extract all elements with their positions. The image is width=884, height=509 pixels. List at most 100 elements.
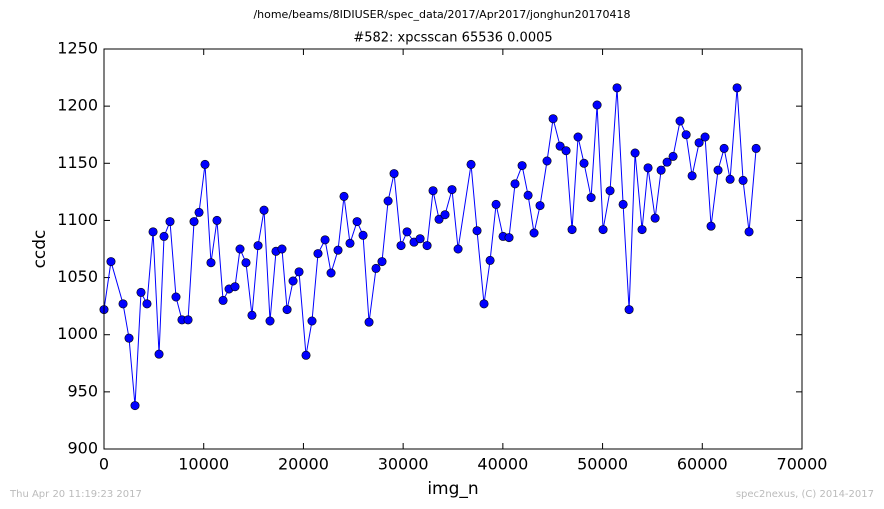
data-point [277,244,287,254]
y-axis-label: ccdc [30,230,50,269]
y-tick-label: 1000 [57,324,98,343]
data-point [529,228,539,238]
data-point [136,287,146,297]
suptitle: /home/beams/8IDIUSER/spec_data/2017/Apr2… [253,8,630,21]
data-point [675,116,685,126]
data-point [630,148,640,158]
data-point [466,159,476,169]
data-point [637,225,647,235]
data-point [247,310,257,320]
data-point [732,83,742,93]
data-point [586,193,596,203]
x-tick-label: 70000 [777,455,828,474]
data-point [189,217,199,227]
data-point [352,217,362,227]
data-point [282,305,292,315]
chart-title: #582: xpcsscan 65536 0.0005 [353,31,552,46]
data-point [235,244,245,254]
x-tick-label: 50000 [577,455,628,474]
data-point [142,299,152,309]
data-point [364,317,374,327]
data-point [389,169,399,179]
data-point [294,267,304,277]
data-line [103,87,757,406]
data-point [592,100,602,110]
data-point [668,151,678,161]
data-point [751,143,761,153]
data-point [579,158,589,168]
data-point [313,249,323,259]
data-point [265,316,275,326]
data-point [567,225,577,235]
y-tick-label: 1150 [57,153,98,172]
data-point [618,199,628,209]
data-point [288,276,298,286]
data-point [218,295,228,305]
data-point [472,226,482,236]
data-point [154,349,164,359]
data-point [320,235,330,245]
x-tick-label: 20000 [278,455,329,474]
data-point [719,143,729,153]
data-point [402,227,412,237]
data-point [447,185,457,195]
y-tick-label: 1200 [57,96,98,115]
x-axis-label: img_n [427,479,478,499]
data-point [428,186,438,196]
data-point [523,190,533,200]
data-point [598,225,608,235]
data-point [307,316,317,326]
data-point [230,282,240,292]
data-point [453,244,463,254]
data-point [650,213,660,223]
y-tick-label: 900 [67,439,98,458]
data-point [259,205,269,215]
data-point [434,214,444,224]
data-point [624,305,634,315]
data-point [118,299,128,309]
data-point [371,263,381,273]
data-point [241,258,251,268]
x-tick-label: 30000 [378,455,429,474]
x-tick-label: 0 [99,455,109,474]
footer-left: Thu Apr 20 11:19:23 2017 [9,489,142,500]
data-point [555,141,565,151]
data-point [212,215,222,225]
data-point [700,132,710,142]
data-point [165,217,175,227]
data-point [124,333,134,343]
plot-frame [103,48,803,450]
data-point [422,241,432,251]
data-point [744,227,754,237]
data-point [548,114,558,124]
data-point [345,238,355,248]
data-point [377,257,387,267]
data-point [643,163,653,173]
data-point [725,174,735,184]
data-point [485,255,495,265]
data-point [326,268,336,278]
data-point [706,221,716,231]
y-tick-label: 1250 [57,39,98,58]
data-point [656,165,666,175]
data-point [687,171,697,181]
y-tick-label: 950 [67,381,98,400]
data-point [148,227,158,237]
data-point [301,350,311,360]
data-point [200,159,210,169]
y-tick-label: 1050 [57,267,98,286]
data-point [358,230,368,240]
data-point [396,241,406,251]
data-point [738,175,748,185]
data-point [504,233,514,243]
data-point [206,258,216,268]
x-tick-label: 60000 [677,455,728,474]
data-point [339,191,349,201]
data-point [681,130,691,140]
data-point [713,165,723,175]
data-point [479,299,489,309]
footer-right: spec2nexus, (C) 2014-2017 [736,489,874,500]
data-point [440,210,450,220]
data-point [612,83,622,93]
data-point [535,201,545,211]
